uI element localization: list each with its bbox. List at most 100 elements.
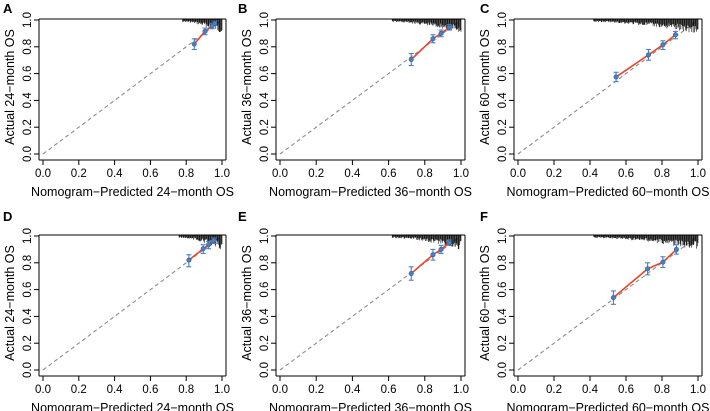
panel-letter: E xyxy=(238,209,247,224)
calibration-point xyxy=(211,238,217,244)
y-tick-label: 0.8 xyxy=(497,255,509,271)
y-tick-label: 0.4 xyxy=(497,308,509,325)
x-axis-title: Nomogram−Predicted 60−month OS xyxy=(507,401,710,411)
calibration-point xyxy=(408,271,414,277)
y-tick-label: 0.8 xyxy=(22,39,34,55)
y-tick-label: 0.0 xyxy=(259,146,271,162)
calibration-point xyxy=(186,257,192,263)
y-tick-label: 0.0 xyxy=(22,146,34,162)
y-tick-label: 0.2 xyxy=(22,119,34,135)
y-tick-label: 1.0 xyxy=(22,12,34,28)
x-tick-label: 0.6 xyxy=(381,168,397,180)
calibration-line xyxy=(410,26,450,61)
x-tick-label: 0.2 xyxy=(308,168,324,180)
y-tick-label: 1.0 xyxy=(22,228,34,244)
calibration-line xyxy=(188,240,215,261)
y-axis-title: Actual 24−month OS xyxy=(3,245,17,361)
x-tick-label: 0.2 xyxy=(308,384,324,396)
calibration-point xyxy=(660,42,666,48)
ideal-reference-line xyxy=(517,235,699,371)
rug-marks xyxy=(593,235,699,249)
x-tick-label: 0.0 xyxy=(272,384,288,396)
x-axis-title: Nomogram−Predicted 36−month OS xyxy=(269,185,472,199)
panel-f: F 0.0 0.2 0.4 0.6 0.8 1.0 0.0 0.2 0.4 0.6 0.8 1.0 Nom… xyxy=(478,209,709,411)
x-tick-label: 0.0 xyxy=(35,384,51,396)
x-tick-label: 0.4 xyxy=(582,384,599,396)
x-tick-label: 0.8 xyxy=(417,168,433,180)
calibration-point xyxy=(438,30,444,36)
y-tick-label: 0.6 xyxy=(497,282,509,298)
y-tick-label: 1.0 xyxy=(259,12,271,28)
calibration-point xyxy=(660,259,666,265)
y-tick-label: 0.4 xyxy=(22,308,34,325)
x-tick-label: 0.0 xyxy=(35,168,51,180)
x-tick-label: 0.2 xyxy=(71,384,87,396)
x-tick-label: 0.2 xyxy=(71,168,87,180)
x-axis-title: Nomogram−Predicted 36−month OS xyxy=(269,401,472,411)
y-tick-label: 0.8 xyxy=(497,39,509,55)
y-tick-label: 0.8 xyxy=(22,255,34,271)
calibration-point xyxy=(645,266,651,272)
y-axis-title: Actual 24−month OS xyxy=(3,29,17,145)
x-tick-label: 0.0 xyxy=(510,384,526,396)
x-axis-title: Nomogram−Predicted 60−month OS xyxy=(507,185,710,199)
x-tick-label: 0.4 xyxy=(107,384,124,396)
y-tick-label: 0.6 xyxy=(22,66,34,82)
y-tick-label: 0.0 xyxy=(497,146,509,162)
x-tick-label: 0.6 xyxy=(381,384,397,396)
y-axis-title: Actual 60−month OS xyxy=(478,29,492,145)
y-tick-label: 0.8 xyxy=(259,39,271,55)
calibration-point xyxy=(446,240,452,246)
y-tick-label: 0.4 xyxy=(22,92,34,109)
x-tick-label: 0.0 xyxy=(510,168,526,180)
calibration-point xyxy=(212,20,218,26)
x-tick-label: 1.0 xyxy=(453,384,469,396)
y-tick-label: 0.4 xyxy=(259,308,271,325)
x-tick-label: 1.0 xyxy=(690,168,706,180)
panel-e: E 0.0 0.2 0.4 0.6 0.8 1.0 0.0 0.2 0.4 0.6 0.8 1.0 Nom… xyxy=(238,209,472,411)
calibration-point xyxy=(430,252,436,258)
y-tick-label: 0.6 xyxy=(22,282,34,298)
x-tick-label: 0.4 xyxy=(344,168,361,180)
ideal-reference-line xyxy=(42,19,223,155)
calibration-point xyxy=(673,246,679,252)
panel-letter: F xyxy=(480,209,488,224)
x-tick-label: 0.6 xyxy=(618,168,634,180)
y-tick-label: 0.0 xyxy=(497,362,509,378)
y-tick-label: 0.6 xyxy=(259,282,271,298)
y-tick-label: 0.4 xyxy=(259,92,271,109)
x-tick-label: 0.6 xyxy=(142,168,158,180)
panel-d: D 0.0 0.2 0.4 0.6 0.8 1.0 0.0 0.2 0.4 0.6 0.8 1.0 Nom… xyxy=(3,209,234,411)
y-tick-label: 1.0 xyxy=(497,228,509,244)
x-tick-label: 0.8 xyxy=(178,384,194,396)
calibration-point xyxy=(438,246,444,252)
panel-letter: B xyxy=(238,1,247,16)
y-tick-label: 0.0 xyxy=(259,362,271,378)
y-tick-label: 0.2 xyxy=(259,335,271,351)
calibration-point xyxy=(202,28,208,34)
calibration-line xyxy=(615,34,676,78)
ideal-reference-line xyxy=(279,19,462,155)
x-tick-label: 0.8 xyxy=(178,168,194,180)
calibration-point xyxy=(430,36,436,42)
calibration-point xyxy=(446,24,452,30)
y-tick-label: 0.0 xyxy=(22,362,34,378)
calibration-point xyxy=(672,32,678,38)
rug-marks xyxy=(178,235,223,249)
calibration-line xyxy=(410,242,450,275)
x-tick-label: 1.0 xyxy=(690,384,706,396)
calibration-line xyxy=(612,248,677,299)
rug-marks xyxy=(391,19,462,32)
y-tick-label: 1.0 xyxy=(497,12,509,28)
x-tick-label: 1.0 xyxy=(453,168,469,180)
y-tick-label: 0.2 xyxy=(497,335,509,351)
y-tick-label: 0.4 xyxy=(497,92,509,109)
x-tick-label: 0.8 xyxy=(417,384,433,396)
x-tick-label: 0.4 xyxy=(107,168,124,180)
y-axis-title: Actual 36−month OS xyxy=(240,245,254,361)
x-axis-title: Nomogram−Predicted 24−month OS xyxy=(31,185,234,199)
rug-marks xyxy=(182,19,223,33)
x-tick-label: 0.8 xyxy=(654,168,670,180)
y-axis-title: Actual 36−month OS xyxy=(240,29,254,145)
